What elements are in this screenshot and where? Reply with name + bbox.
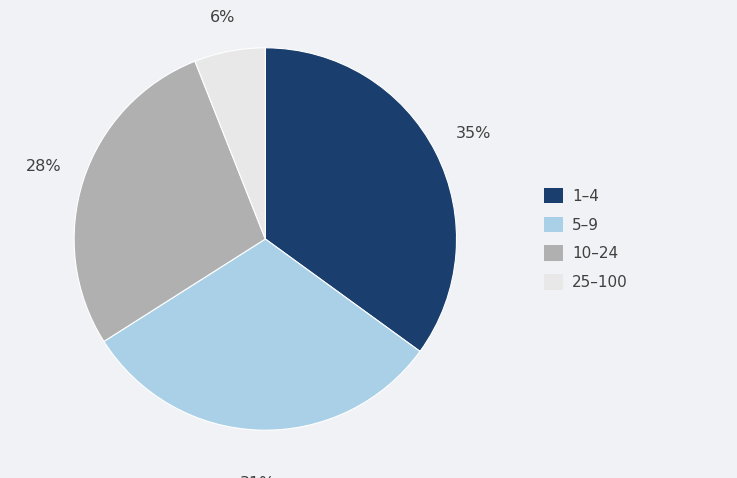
Text: 35%: 35% bbox=[455, 126, 491, 141]
Wedge shape bbox=[74, 61, 265, 341]
Wedge shape bbox=[195, 48, 265, 239]
Wedge shape bbox=[104, 239, 420, 430]
Text: 31%: 31% bbox=[240, 476, 276, 478]
Text: 28%: 28% bbox=[26, 160, 61, 174]
Text: 6%: 6% bbox=[210, 10, 236, 25]
Wedge shape bbox=[265, 48, 456, 351]
Legend: 1–4, 5–9, 10–24, 25–100: 1–4, 5–9, 10–24, 25–100 bbox=[538, 182, 634, 296]
